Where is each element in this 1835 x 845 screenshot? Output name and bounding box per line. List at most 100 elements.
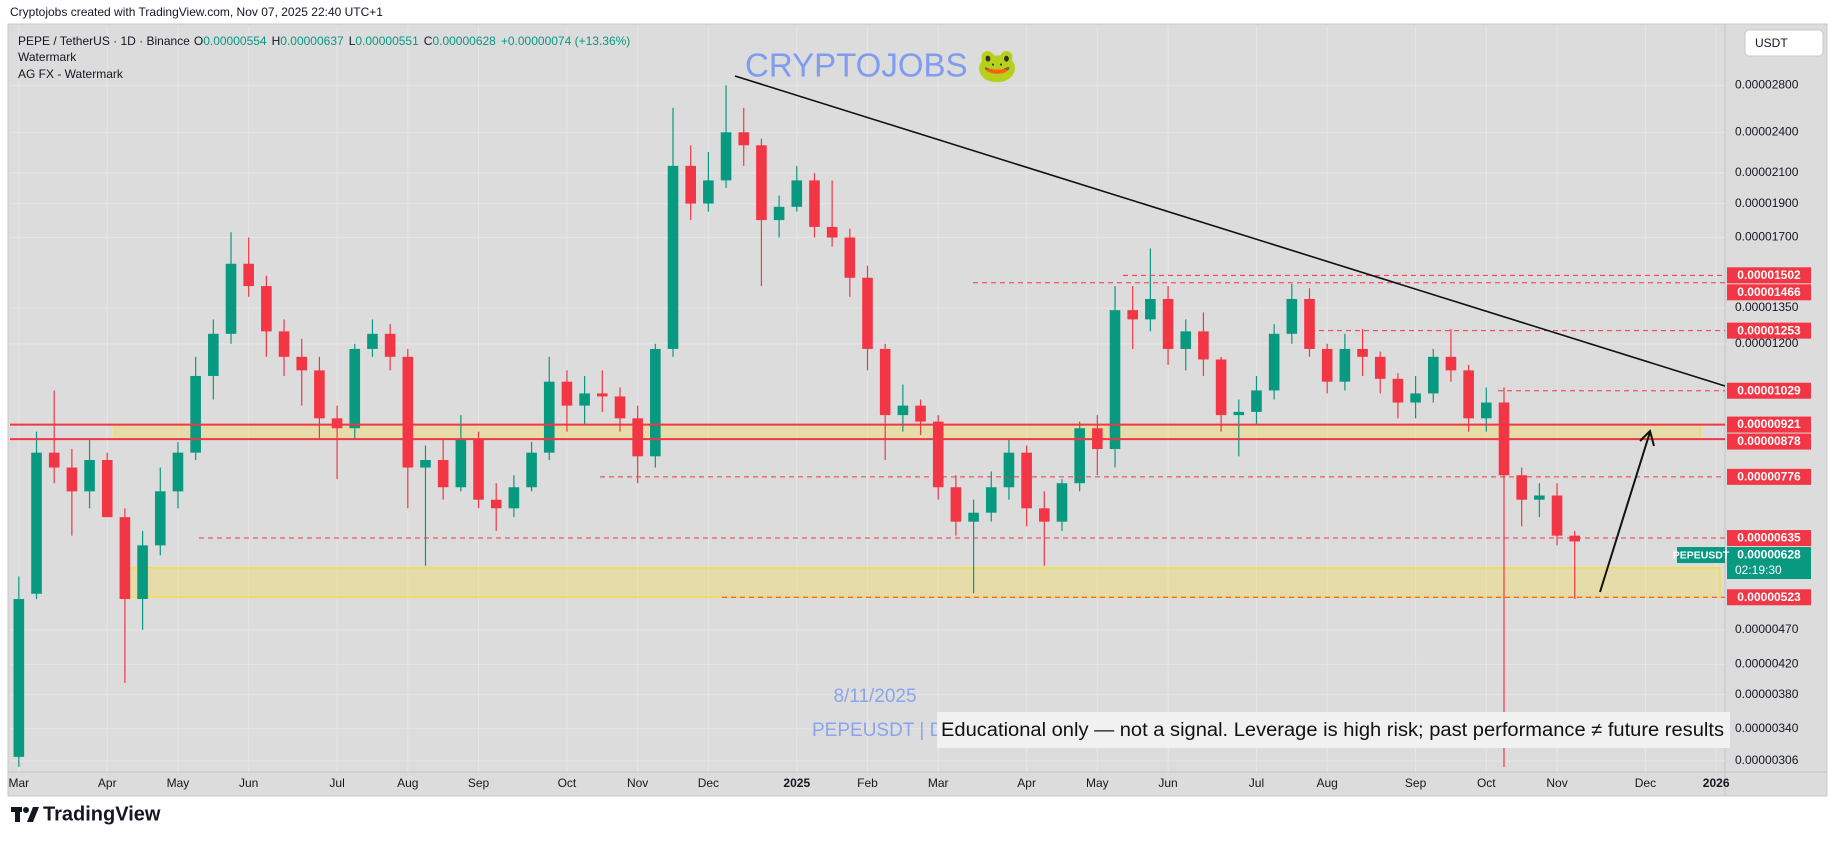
candle-body [349,348,361,429]
candle-body [1304,298,1315,349]
last-price-box [1727,547,1811,580]
ohlc-value: 0.00000554 [203,34,267,48]
x-tick-label: Feb [857,776,878,790]
candle-body [101,460,113,518]
x-tick-label: May [167,776,190,790]
candle-body [225,263,237,334]
arrow-head [1639,429,1655,447]
candle-body [66,467,78,492]
symbol-tag-label: PEPEUSDT [1673,549,1730,561]
candle-body [809,180,820,227]
candle-body [490,499,502,509]
price-level-box [1727,468,1811,485]
y-tick-label: 0.00000470 [1735,622,1799,636]
candle-body [314,370,325,419]
candle-body [826,226,838,238]
candle-body [384,333,396,357]
arrow [1599,431,1651,593]
price-level-box [1727,416,1811,433]
candle-body [1392,378,1404,403]
candle-body [879,348,891,416]
candle-body [614,396,626,419]
currency-label[interactable]: USDT [1755,36,1788,50]
candle-body [968,512,979,522]
symbol-legend: PEPE / TetherUS · 1D · Binance O0.0000055… [18,34,630,48]
candle-body [84,460,95,492]
candle-body [154,491,166,546]
y-tick-label: 0.00001350 [1735,300,1799,314]
y-tick-label: 0.00001700 [1735,230,1799,244]
candle-body [632,418,643,457]
candle-body [1374,356,1386,379]
currency-button[interactable] [1744,29,1824,57]
disclaimer-box [937,712,1730,748]
candle-body [1445,356,1457,371]
candle-body [950,487,962,522]
x-tick-label: May [1086,776,1109,790]
trend-line [734,75,1726,387]
price-level-label: 0.00000523 [1737,590,1801,604]
x-tick-label: 2025 [783,776,810,790]
y-tick-label: 0.00001900 [1735,196,1799,210]
candle-body [791,180,803,207]
candle-body [1039,508,1050,522]
price-level-box [1727,322,1811,339]
candle-body [420,460,431,468]
candle-body [119,517,131,600]
candle-body [596,393,608,397]
candle-body [1021,452,1032,509]
candle-body [1215,359,1227,416]
price-level-label: 0.00000635 [1737,531,1801,545]
last-price-label: 0.00000628 [1737,548,1801,562]
date-annotation: 8/11/2025 [833,686,916,707]
symbol-annotation: PEPEUSDT | D [812,720,943,741]
candle-body [1321,348,1333,382]
candle-body [508,487,520,509]
ohlc-value: 0.00000551 [355,34,419,48]
x-tick-label: 2026 [1703,776,1730,790]
brand: TradingView [43,803,161,825]
candle-body [650,348,661,457]
candle-body [402,356,414,468]
x-tick-label: Oct [1477,776,1496,790]
candle-body [543,381,555,453]
candle-body [932,421,944,488]
candle-body [1516,475,1527,500]
price-level-box [1727,530,1811,547]
price-level-label: 0.00001466 [1737,285,1801,299]
candles [13,85,1581,767]
countdown: 02:19:30 [1735,563,1782,577]
candle-body [756,145,767,221]
zone [119,567,1721,599]
candle-body [48,452,60,468]
price-level-label: 0.00000878 [1737,434,1801,448]
candle-body [1463,370,1474,419]
x-tick-label: Aug [397,776,418,790]
candle-body [1534,495,1545,500]
ohlc-key: L [349,34,356,48]
candle-body [1357,348,1368,357]
candle-body [526,452,537,488]
candle-body [1056,483,1068,522]
y-tick-label: 0.00000420 [1735,656,1799,670]
price-level-label: 0.00001502 [1737,268,1801,282]
candle-body [579,393,590,406]
symbol-tag [1677,547,1725,564]
x-tick-label: Jul [1249,776,1264,790]
candle-body [1569,535,1581,542]
y-tick-label: 0.00000306 [1735,753,1799,767]
x-tick-label: Sep [468,776,490,790]
y-tick-label: 0.00000380 [1735,687,1799,701]
ohlc-value: 0.00000637 [280,34,344,48]
x-tick-label: Jun [239,776,258,790]
x-tick-label: Jun [1158,776,1177,790]
candle-body [720,132,732,181]
y-tick-label: 0.00002100 [1735,165,1799,179]
candle-body [1198,331,1209,360]
candle-body [1074,428,1085,484]
candle-body [331,418,343,429]
x-tick-label: Dec [698,776,719,790]
candle-body [190,375,201,453]
price-level-box [1727,267,1811,284]
